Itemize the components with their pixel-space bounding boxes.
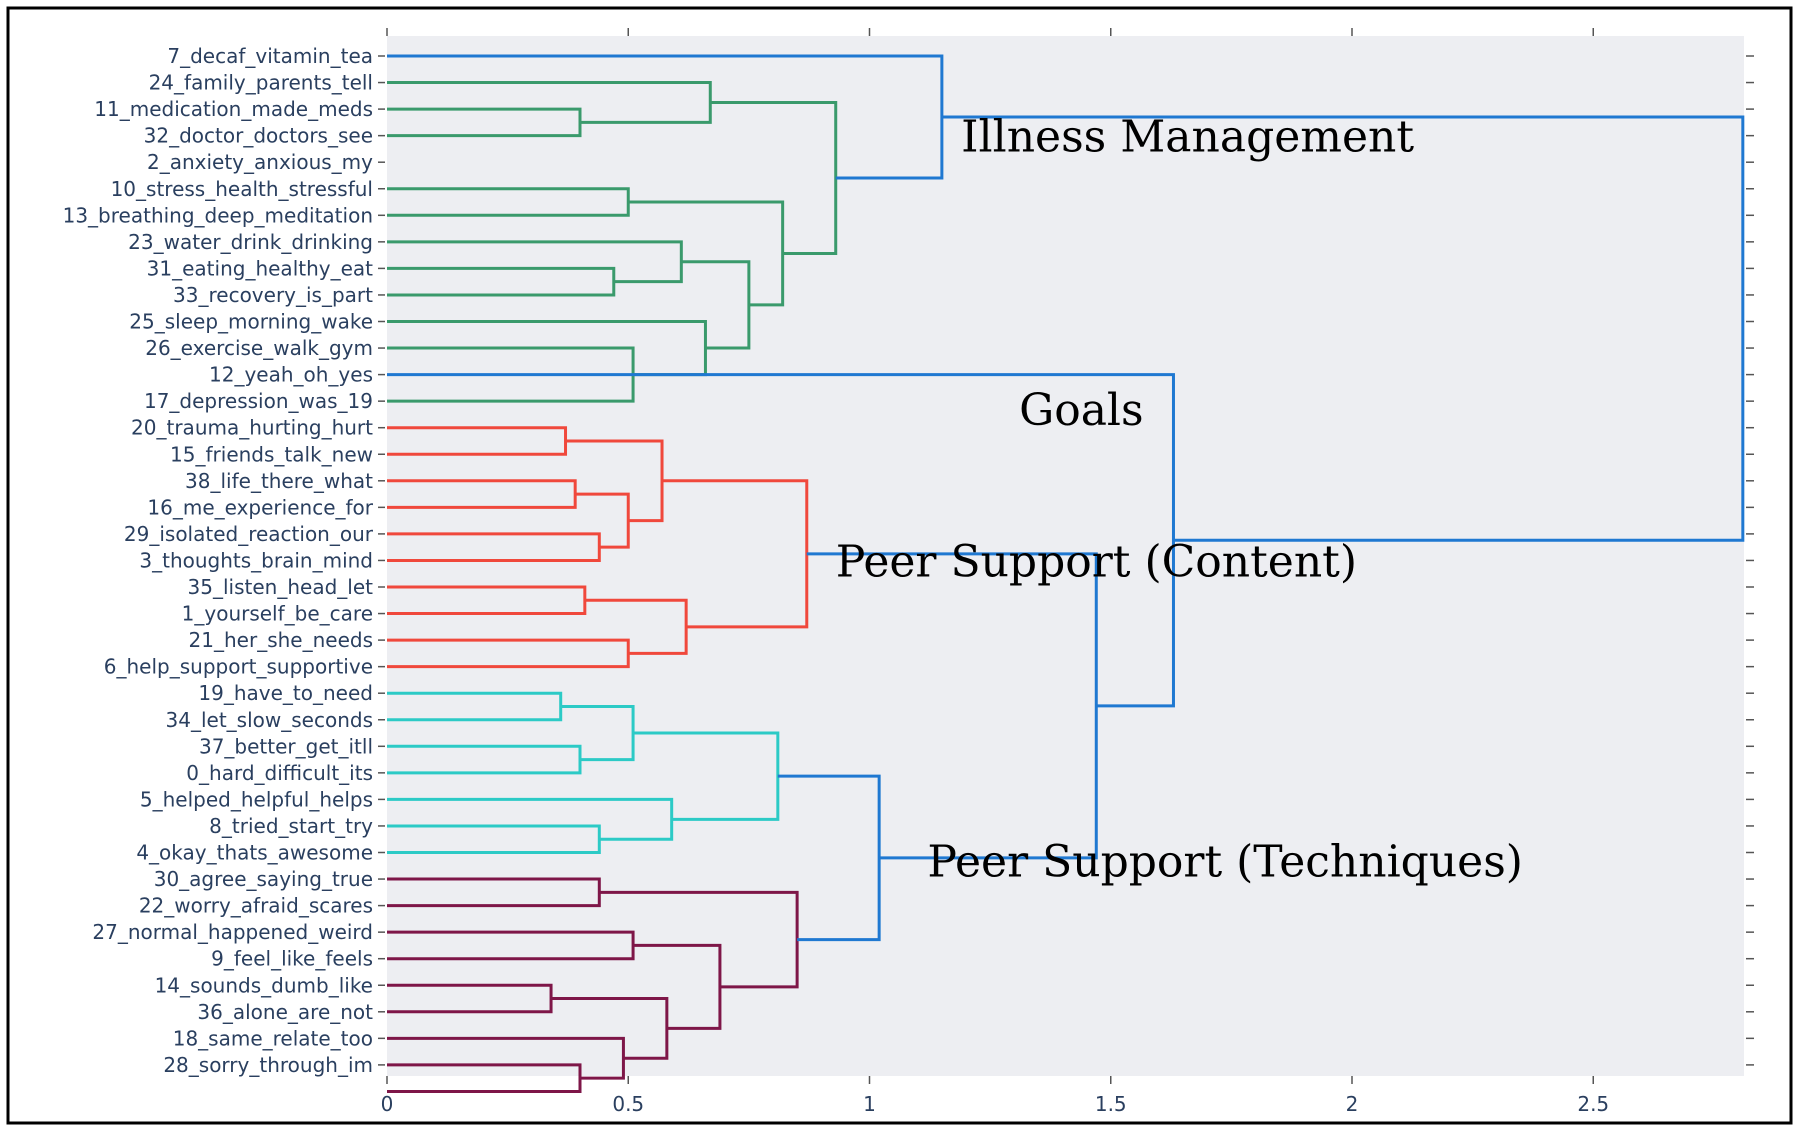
leaf-label: 26_exercise_walk_gym [145, 336, 373, 360]
leaf-label: 29_isolated_reaction_our [124, 522, 374, 546]
x-tick-label: 0 [381, 1092, 394, 1116]
leaf-label: 13_breathing_deep_meditation [63, 203, 373, 227]
leaf-label: 20_trauma_hurting_hurt [131, 416, 373, 440]
leaf-label: 36_alone_are_not [197, 1000, 373, 1024]
leaf-label: 18_same_relate_too [173, 1026, 373, 1050]
cluster-annotations: Illness Management Goals Peer Support (Con… [836, 112, 1523, 888]
cluster-annotation: Peer Support (Techniques) [927, 836, 1523, 887]
leaf-label: 12_yeah_oh_yes [209, 363, 373, 387]
leaf-label: 8_tried_start_try [209, 814, 373, 838]
leaf-label: 3_thoughts_brain_mind [139, 548, 373, 572]
leaf-label: 16_me_experience_for [147, 495, 373, 519]
leaf-label: 11_medication_made_meds [94, 97, 373, 121]
leaf-label: 19_have_to_need [198, 681, 373, 705]
leaf-label: 38_life_there_what [185, 469, 373, 493]
leaf-label: 6_help_support_supportive [104, 655, 373, 679]
leaf-label: 7_decaf_vitamin_tea [167, 44, 373, 68]
leaf-label: 17_depression_was_19 [144, 389, 373, 413]
leaf-label: 23_water_drink_drinking [128, 230, 373, 254]
dendrogram-links [387, 54, 1745, 1093]
leaf-label: 28_sorry_through_im [163, 1053, 373, 1077]
leaf-label: 2_anxiety_anxious_my [147, 150, 373, 174]
leaf-label: 27_normal_happened_weird [92, 920, 373, 944]
cluster-annotation: Peer Support (Content) [836, 536, 1357, 587]
leaf-labels: 7_decaf_vitamin_tea 24_family_parents_tel… [63, 44, 374, 1077]
leaf-label: 33_recovery_is_part [173, 283, 373, 307]
plot-background [387, 36, 1744, 1076]
x-tick-label: 0.5 [612, 1092, 644, 1116]
x-axis: 0 0.5 1 1.5 2 2.5 [381, 1092, 1610, 1116]
leaf-label: 22_worry_afraid_scares [139, 894, 373, 918]
leaf-label: 24_family_parents_tell [149, 71, 373, 95]
cluster-annotation: Goals [1019, 385, 1144, 436]
leaf-label: 10_stress_health_stressful [111, 177, 373, 201]
leaf-label: 21_her_she_needs [189, 628, 373, 652]
x-tick-label: 1 [863, 1092, 876, 1116]
leaf-label: 14_sounds_dumb_like [155, 973, 373, 997]
leaf-label: 4_okay_thats_awesome [136, 841, 373, 865]
leaf-label: 15_friends_talk_new [170, 442, 373, 466]
dendrogram-link [387, 373, 1175, 708]
x-tick-label: 1.5 [1095, 1092, 1127, 1116]
leaf-label: 31_eating_healthy_eat [147, 256, 373, 280]
axis-ticks [378, 28, 1754, 1084]
cluster-annotation: Illness Management [961, 112, 1414, 163]
leaf-label: 32_doctor_doctors_see [144, 124, 373, 148]
leaf-label: 1_yourself_be_care [182, 602, 373, 626]
dendrogram-link [941, 115, 1745, 542]
leaf-label: 30_agree_saying_true [154, 867, 373, 891]
leaf-label: 34_let_slow_seconds [166, 708, 373, 732]
x-tick-label: 2.5 [1577, 1092, 1609, 1116]
leaf-label: 37_better_get_itll [199, 734, 373, 758]
leaf-label: 5_helped_helpful_helps [140, 787, 373, 811]
leaf-label: 9_feel_like_feels [211, 947, 373, 971]
x-tick-label: 2 [1346, 1092, 1359, 1116]
leaf-label: 25_sleep_morning_wake [129, 310, 373, 334]
leaf-label: 0_hard_difficult_its [186, 761, 373, 785]
leaf-label: 35_listen_head_let [188, 575, 374, 599]
